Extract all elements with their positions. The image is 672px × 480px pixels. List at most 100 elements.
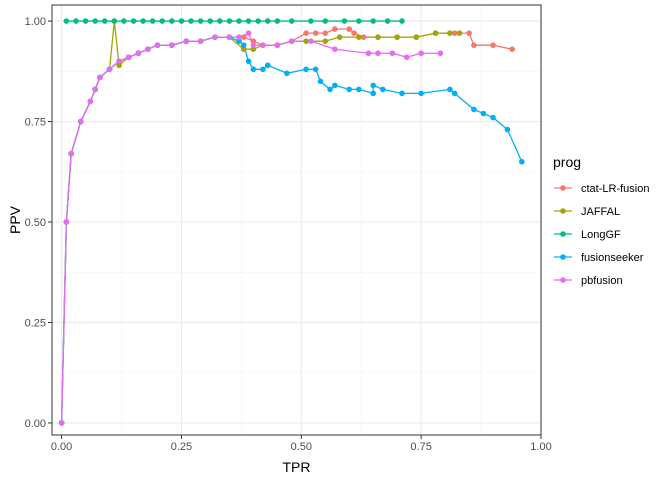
point-fusionseeker [519, 158, 525, 165]
point-jaffal [447, 30, 453, 36]
y-tick-label: 1.00 [25, 16, 46, 28]
legend-point-ctat-lr-fusion [560, 185, 566, 191]
point-pbfusion [212, 34, 218, 40]
x-tick-label: 0.75 [410, 441, 431, 453]
point-ctat-lr-fusion [509, 46, 516, 53]
point-longgf [341, 18, 348, 24]
point-ctat-lr-fusion [303, 30, 309, 36]
point-pbfusion [145, 46, 151, 53]
legend-key-fusionseeker [554, 254, 572, 260]
point-ctat-lr-fusion [490, 42, 496, 48]
point-longgf [384, 18, 391, 24]
point-longgf [111, 18, 118, 24]
x-tick-label: 1.00 [530, 441, 551, 453]
point-ctat-lr-fusion [346, 26, 353, 32]
point-pbfusion [308, 38, 314, 44]
legend-key-jaffal [554, 208, 572, 214]
legend-key-pbfusion [554, 277, 572, 283]
point-pbfusion [437, 50, 444, 57]
point-fusionseeker [447, 86, 453, 93]
point-fusionseeker [370, 90, 377, 97]
point-pbfusion [389, 50, 396, 57]
point-pbfusion [169, 42, 175, 48]
point-pbfusion [418, 50, 424, 57]
legend: prog ctat-LR-fusion JAFFAL LongGF fusionsee… [553, 154, 649, 287]
legend-label-ctat-lr-fusion: ctat-LR-fusion [581, 183, 649, 195]
point-fusionseeker [240, 42, 247, 48]
point-pbfusion [92, 86, 98, 93]
point-pbfusion [260, 42, 266, 48]
legend-title: prog [553, 154, 581, 170]
point-fusionseeker [264, 62, 271, 69]
x-axis-title: TPR [283, 459, 311, 475]
x-tick-label: 0.00 [51, 441, 72, 453]
y-tick-label: 0.50 [25, 217, 46, 229]
point-fusionseeker [451, 90, 458, 97]
point-fusionseeker [327, 86, 333, 93]
point-ctat-lr-fusion [351, 30, 357, 36]
point-ctat-lr-fusion [466, 30, 472, 36]
point-pbfusion [97, 74, 103, 81]
point-pbfusion [183, 38, 190, 44]
point-fusionseeker [356, 86, 362, 93]
point-fusionseeker [379, 86, 386, 93]
point-pbfusion [375, 50, 381, 57]
legend-key-ctat-lr-fusion [554, 185, 572, 191]
point-ctat-lr-fusion [240, 34, 247, 40]
point-longgf [73, 18, 79, 24]
point-fusionseeker [418, 90, 424, 97]
plot-panel [52, 5, 541, 435]
point-jaffal [456, 30, 463, 36]
point-longgf [101, 18, 108, 24]
legend-point-fusionseeker [560, 254, 566, 260]
point-longgf [82, 18, 89, 24]
point-jaffal [322, 38, 329, 44]
point-longgf [207, 18, 214, 24]
legend-key-longgf [554, 231, 572, 237]
legend-label-jaffal: JAFFAL [581, 206, 620, 218]
point-longgf [288, 18, 295, 24]
point-pbfusion [250, 42, 257, 48]
point-jaffal [250, 46, 257, 53]
point-longgf [188, 18, 194, 24]
point-longgf [159, 18, 166, 24]
point-longgf [308, 18, 314, 24]
y-axis-ticks: 0.00 0.25 0.50 0.75 1.00 [25, 16, 52, 430]
point-longgf [63, 18, 70, 24]
plot-border [51, 4, 542, 436]
point-pbfusion [332, 46, 338, 53]
point-pbfusion [63, 219, 70, 225]
y-tick-label: 0.25 [25, 317, 46, 329]
point-longgf [169, 18, 175, 24]
point-fusionseeker [399, 90, 405, 97]
point-pbfusion [403, 54, 410, 61]
legend-label-longgf: LongGF [581, 229, 621, 241]
point-jaffal [116, 62, 122, 69]
point-jaffal [303, 38, 309, 44]
point-pbfusion [106, 66, 113, 73]
point-fusionseeker [332, 82, 338, 89]
point-longgf [92, 18, 98, 24]
point-jaffal [336, 34, 343, 40]
point-fusionseeker [260, 66, 266, 73]
point-pbfusion [245, 30, 252, 36]
point-longgf [255, 18, 261, 24]
point-longgf [216, 18, 223, 24]
legend-label-fusionseeker: fusionseeker [581, 252, 644, 264]
point-ctat-lr-fusion [250, 38, 257, 44]
point-fusionseeker [245, 58, 252, 65]
point-longgf [121, 18, 127, 24]
point-ctat-lr-fusion [451, 30, 458, 36]
legend-label-pbfusion: pbfusion [581, 275, 623, 287]
point-ctat-lr-fusion [332, 26, 338, 32]
point-longgf [197, 18, 204, 24]
point-longgf [149, 18, 156, 24]
legend-point-longgf [560, 231, 566, 237]
x-axis-ticks: 0.00 0.25 0.50 0.75 1.00 [51, 435, 552, 453]
point-longgf [274, 18, 281, 24]
point-pbfusion [116, 58, 122, 65]
point-longgf [264, 18, 271, 24]
point-pbfusion [125, 54, 132, 61]
point-fusionseeker [346, 86, 353, 93]
